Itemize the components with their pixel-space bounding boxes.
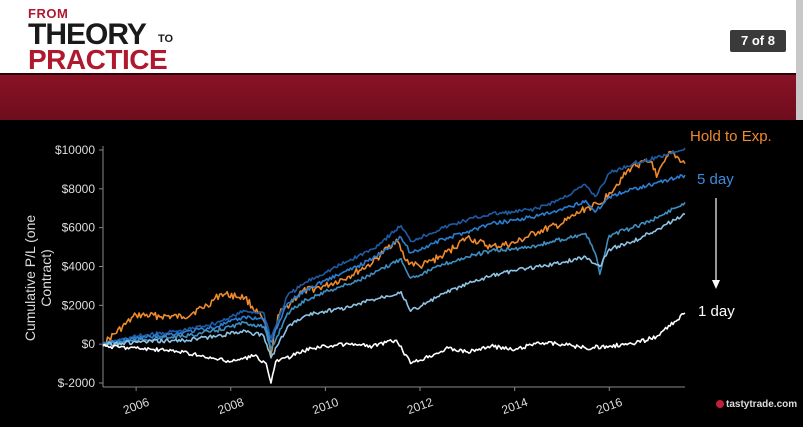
logo-from-text: FROM [28,6,69,21]
title-bar [0,73,796,121]
one-day-label: 1 day [698,303,735,320]
logo-theory-text: THEORY [28,18,147,51]
scrollbar[interactable] [796,0,803,120]
logo-practice-text: PRACTICE [28,44,168,75]
y-tick-label: $-2000 [58,376,96,390]
tastytrade-logo: tastytrade.com [716,399,797,410]
series-line-0 [102,150,686,355]
brand-text: tastytrade.com [726,399,798,410]
chart-background [0,120,803,427]
header-bar: FROM THEORY TO PRACTICE 7 of 8 [0,0,803,75]
series-line-4 [102,213,686,359]
y-tick-label: $4000 [62,260,96,274]
x-tick-label: 2008 [216,395,246,417]
y-tick-label: $6000 [62,221,96,235]
x-tick-label: 2016 [594,395,624,417]
x-tick-label: 2006 [121,395,151,417]
y-tick-label: $0 [82,337,96,351]
tastytrade-icon [716,400,724,409]
y-axis-label: Cumulative P/L (one Contract) [22,214,54,342]
series-line-3 [102,201,686,351]
y-tick-label: $2000 [62,298,96,312]
series-line-5 [102,312,686,384]
down-arrow-icon [712,280,720,289]
x-tick-label: 2010 [310,395,340,417]
y-tick-label: $10000 [55,143,95,157]
logo-to-text: TO [158,33,174,45]
x-tick-label: 2012 [405,395,435,417]
slide-counter: 7 of 8 [730,30,786,52]
series-line-2 [102,174,686,346]
y-tick-label: $8000 [62,182,96,196]
series-line-1 [102,147,686,346]
hold-to-exp-label: Hold to Exp. [690,128,772,145]
five-day-label: 5 day [697,171,734,188]
x-tick-label: 2014 [500,395,530,417]
